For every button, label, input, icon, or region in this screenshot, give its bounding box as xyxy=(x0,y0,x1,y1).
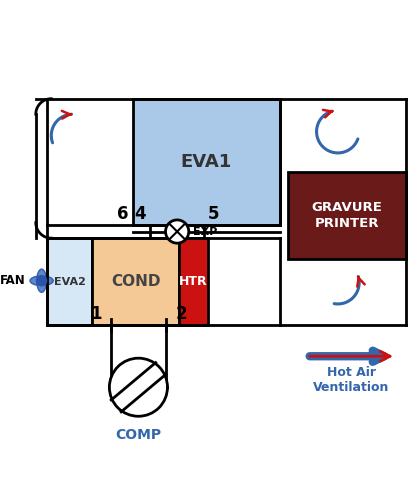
Bar xyxy=(287,172,406,259)
Ellipse shape xyxy=(30,276,53,286)
Text: EVA2: EVA2 xyxy=(54,277,86,287)
Ellipse shape xyxy=(37,269,47,292)
Text: COMP: COMP xyxy=(115,428,161,442)
Circle shape xyxy=(166,220,189,243)
Text: COND: COND xyxy=(111,274,160,289)
Bar xyxy=(133,99,280,225)
Circle shape xyxy=(109,358,168,416)
Text: 4: 4 xyxy=(134,205,146,223)
Bar xyxy=(92,238,179,325)
Text: FAN: FAN xyxy=(0,274,26,287)
Circle shape xyxy=(37,276,47,286)
Text: Hot Air
Ventilation: Hot Air Ventilation xyxy=(313,366,390,394)
Text: 1: 1 xyxy=(90,305,102,323)
Text: EXP: EXP xyxy=(193,227,217,237)
Text: 6: 6 xyxy=(117,205,129,223)
Text: 5: 5 xyxy=(208,205,220,223)
Text: HTR: HTR xyxy=(179,275,208,288)
Bar xyxy=(47,238,92,325)
Text: GRAVURE
PRINTER: GRAVURE PRINTER xyxy=(311,201,382,230)
Bar xyxy=(179,238,208,325)
Text: EVA1: EVA1 xyxy=(181,152,232,171)
Text: 2: 2 xyxy=(175,305,187,323)
